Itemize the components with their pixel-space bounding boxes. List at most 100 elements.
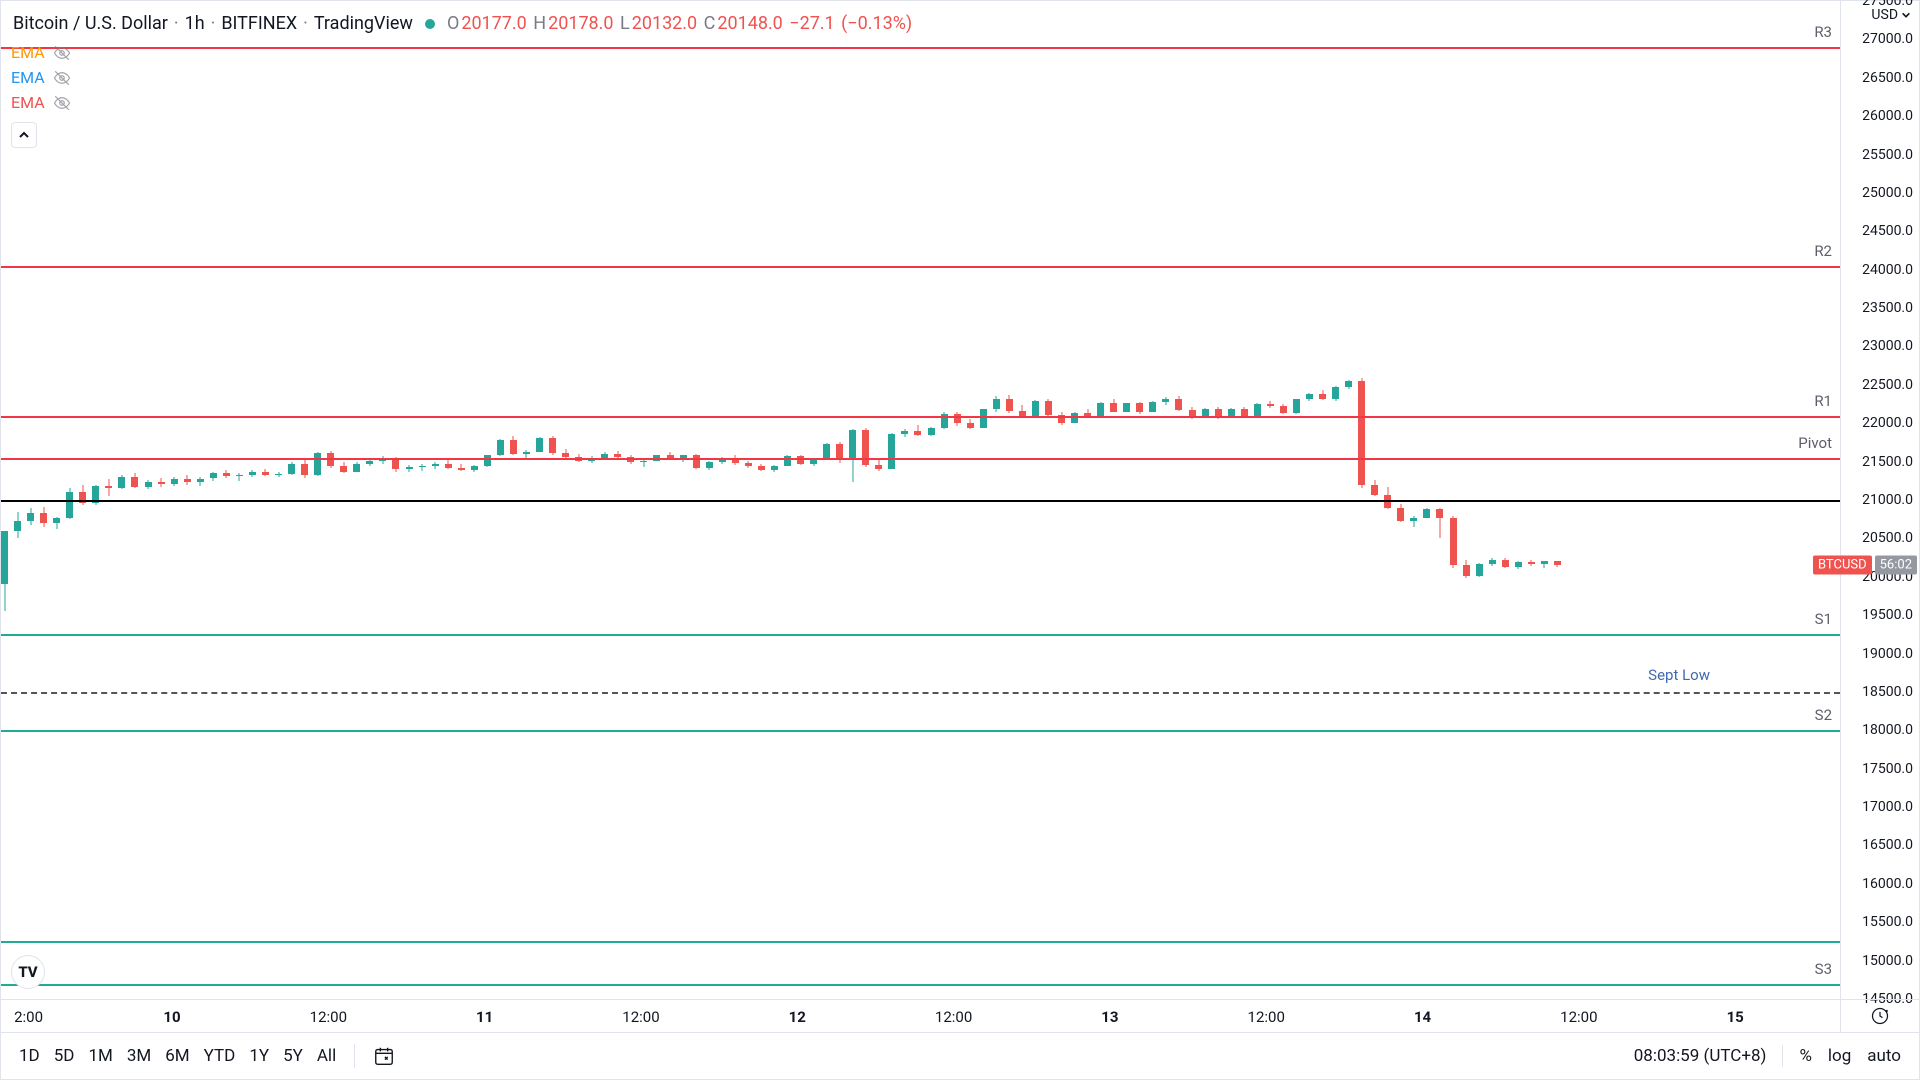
time-tick: 11 xyxy=(476,1008,493,1026)
collapse-button[interactable] xyxy=(11,122,37,148)
time-tick: 12:00 xyxy=(1248,1008,1285,1026)
price-tick: 15500.0 xyxy=(1862,914,1913,930)
indicator-row[interactable]: EMA xyxy=(11,43,71,62)
price-tick: 20500.0 xyxy=(1862,530,1913,546)
pivot-line xyxy=(1,984,1840,986)
clock[interactable]: 08:03:59 (UTC+8) xyxy=(1634,1046,1767,1066)
visibility-off-icon[interactable] xyxy=(53,94,71,112)
price-tick: 15000.0 xyxy=(1862,953,1913,969)
price-tick: 26000.0 xyxy=(1862,108,1913,124)
range-6m[interactable]: 6M xyxy=(165,1046,189,1066)
goto-date-icon[interactable] xyxy=(373,1045,395,1067)
indicator-row[interactable]: EMA xyxy=(11,68,71,87)
chart-legend: Bitcoin / U.S. Dollar · 1h · BITFINEX · … xyxy=(13,13,914,34)
pivot-line xyxy=(1,634,1840,636)
range-ytd[interactable]: YTD xyxy=(204,1046,236,1066)
range-1m[interactable]: 1M xyxy=(88,1046,112,1066)
pivot-label: S1 xyxy=(1815,610,1832,628)
separator: · xyxy=(174,13,179,34)
ema-label: EMA xyxy=(11,68,45,87)
pivot-label: R1 xyxy=(1814,392,1832,410)
separator: · xyxy=(211,13,216,34)
time-tick: 12:00 xyxy=(622,1008,659,1026)
time-tick: 2:00 xyxy=(14,1008,43,1026)
time-tick: 12:00 xyxy=(935,1008,972,1026)
log-toggle[interactable]: log xyxy=(1828,1046,1851,1066)
range-3m[interactable]: 3M xyxy=(127,1046,151,1066)
interval: 1h xyxy=(185,13,205,34)
percent-toggle[interactable]: % xyxy=(1799,1046,1811,1066)
range-5d[interactable]: 5D xyxy=(54,1046,75,1066)
currency-label: USD xyxy=(1871,7,1898,23)
time-tick: 15 xyxy=(1727,1008,1744,1026)
price-tick: 16000.0 xyxy=(1862,876,1913,892)
visibility-off-icon[interactable] xyxy=(53,44,71,62)
visibility-off-icon[interactable] xyxy=(53,69,71,87)
range-5y[interactable]: 5Y xyxy=(283,1046,303,1066)
symbol-name: Bitcoin / U.S. Dollar xyxy=(13,13,168,34)
auto-toggle[interactable]: auto xyxy=(1867,1046,1901,1066)
market-status-dot xyxy=(425,19,435,29)
indicator-row[interactable]: EMA xyxy=(11,93,71,112)
price-tag: BTCUSD56:02 xyxy=(1813,556,1917,575)
time-axis[interactable]: 2:001012:001112:001212:001312:001412:001… xyxy=(1,999,1919,1033)
chevron-down-icon xyxy=(1901,10,1911,20)
currency-selector[interactable]: USD xyxy=(1871,7,1911,23)
price-axis[interactable]: USD 27500.027000.026500.026000.025500.02… xyxy=(1841,1,1919,999)
ema-label: EMA xyxy=(11,93,45,112)
price-tick: 18000.0 xyxy=(1862,722,1913,738)
price-tick: 23500.0 xyxy=(1862,300,1913,316)
range-1d[interactable]: 1D xyxy=(19,1046,40,1066)
ohlc-values: O20177.0 H20178.0 L20132.0 C20148.0 −27.… xyxy=(447,13,914,34)
bottom-toolbar: 1D 5D 1M 3M 6M YTD 1Y 5Y All 08:03:59 (UTC+8) % … xyxy=(1,1033,1919,1079)
time-tick: 14 xyxy=(1414,1008,1431,1026)
price-tick: 26500.0 xyxy=(1862,70,1913,86)
tradingview-logo-icon[interactable]: TV xyxy=(11,955,45,989)
timezone-settings-icon[interactable] xyxy=(1870,1006,1890,1026)
tradingview-brand: TradingView xyxy=(314,13,413,34)
pivot-line xyxy=(1,941,1840,943)
price-tick: 24500.0 xyxy=(1862,223,1913,239)
pivot-label: S2 xyxy=(1815,706,1832,724)
price-tick: 18500.0 xyxy=(1862,684,1913,700)
pivot-line xyxy=(1,692,1840,694)
pivot-label: Pivot xyxy=(1798,434,1832,452)
price-tick: 16500.0 xyxy=(1862,837,1913,853)
chart-root: Bitcoin / U.S. Dollar · 1h · BITFINEX · … xyxy=(0,0,1920,1080)
pivot-line xyxy=(1,730,1840,732)
price-tick: 27000.0 xyxy=(1862,31,1913,47)
price-tick: 25000.0 xyxy=(1862,185,1913,201)
price-tick: 21000.0 xyxy=(1862,492,1913,508)
pivot-line xyxy=(1,47,1840,49)
price-tick: 22000.0 xyxy=(1862,415,1913,431)
ema-label: EMA xyxy=(11,43,45,62)
price-tick: 19500.0 xyxy=(1862,607,1913,623)
price-tick: 17000.0 xyxy=(1862,799,1913,815)
price-tick: 27500.0 xyxy=(1862,0,1913,9)
price-tick: 19000.0 xyxy=(1862,646,1913,662)
price-tag-countdown: 56:02 xyxy=(1875,556,1917,575)
price-tick: 22500.0 xyxy=(1862,377,1913,393)
pivot-label: S3 xyxy=(1815,960,1832,978)
time-tick: 10 xyxy=(163,1008,180,1026)
chart-pane[interactable]: R3R2R1PivotS1Sept LowS2S3 TV xyxy=(1,1,1841,999)
bottom-right-controls: 08:03:59 (UTC+8) % log auto xyxy=(1634,1045,1901,1067)
pivot-line xyxy=(1,458,1840,460)
pivot-line xyxy=(1,500,1840,502)
chart-area: R3R2R1PivotS1Sept LowS2S3 TV USD 27500.0… xyxy=(1,1,1919,999)
pivot-line xyxy=(1,266,1840,268)
pivot-line xyxy=(1,416,1840,418)
exchange: BITFINEX xyxy=(221,13,297,34)
price-tick: 24000.0 xyxy=(1862,262,1913,278)
pivot-label: R3 xyxy=(1814,23,1832,41)
range-1y[interactable]: 1Y xyxy=(249,1046,269,1066)
time-axis-labels: 2:001012:001112:001212:001312:001412:001… xyxy=(1,1000,1841,1032)
price-tick: 21500.0 xyxy=(1862,454,1913,470)
pivot-label: R2 xyxy=(1814,242,1832,260)
time-tick: 13 xyxy=(1101,1008,1118,1026)
range-all[interactable]: All xyxy=(317,1046,336,1066)
separator xyxy=(354,1044,355,1068)
time-tick: 12 xyxy=(789,1008,806,1026)
price-tag-symbol: BTCUSD xyxy=(1813,556,1872,575)
price-tick: 23000.0 xyxy=(1862,338,1913,354)
